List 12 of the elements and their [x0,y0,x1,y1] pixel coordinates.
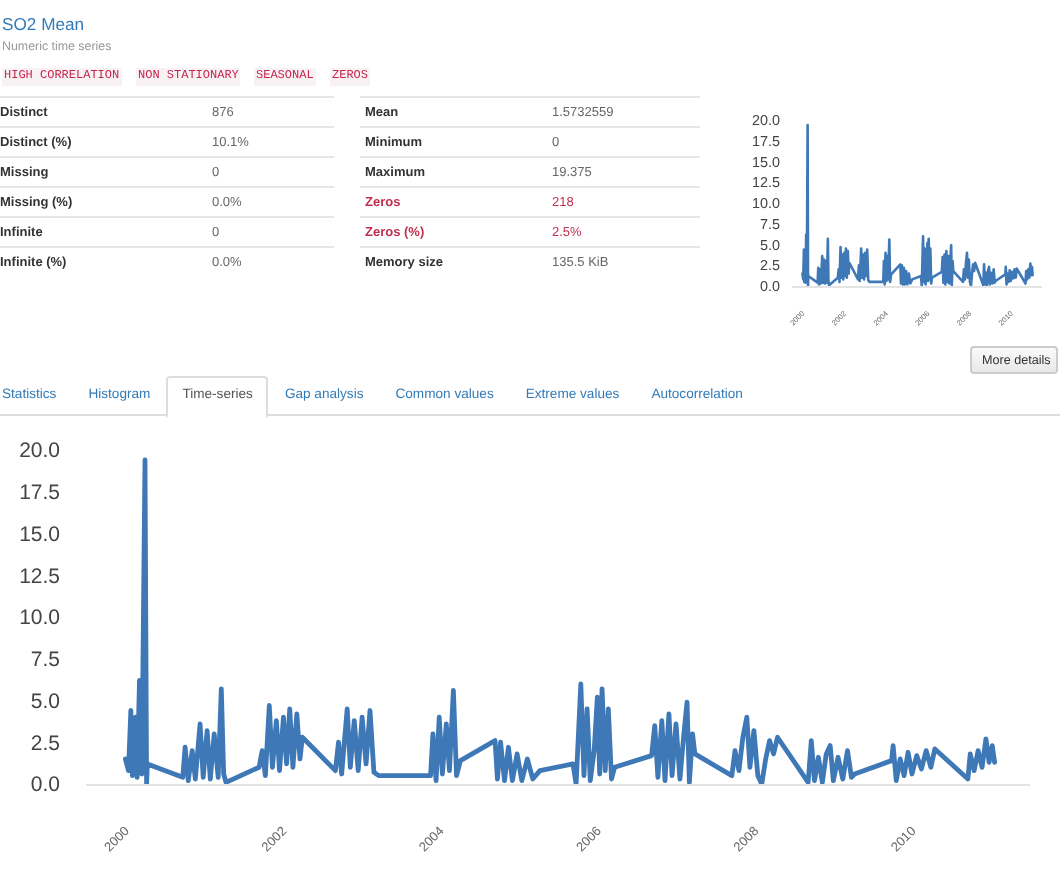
y-tick-label: 17.5 [19,481,61,506]
y-tick-label: 20.0 [19,439,61,464]
y-tick-label: 15.0 [19,522,61,547]
y-tick-label: 5.0 [30,689,61,714]
line-series [801,123,1034,286]
y-tick-label: 7.5 [30,648,61,673]
text: SO2 Mean [2,14,85,34]
y-tick-label: 10.0 [19,606,61,631]
y-tick-label: 12.5 [19,564,61,589]
line-series [122,457,997,784]
y-tick-label: 2.5 [30,731,61,756]
y-tick-label: 0.0 [30,773,61,798]
